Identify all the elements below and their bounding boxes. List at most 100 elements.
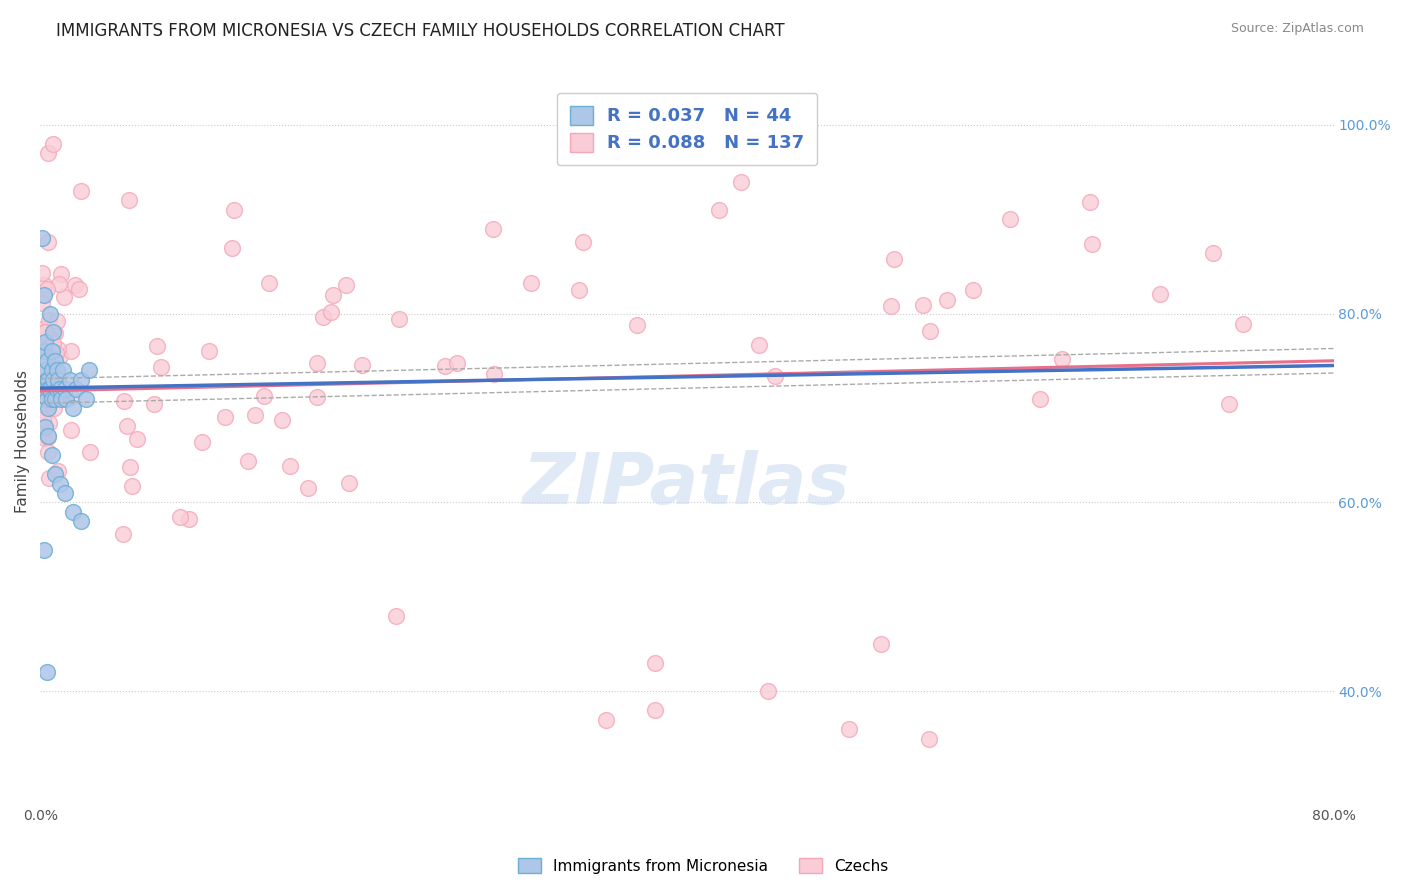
Point bbox=[243, 408, 266, 422]
Point bbox=[1078, 194, 1101, 209]
Point bbox=[46, 342, 69, 356]
Point bbox=[322, 287, 344, 301]
Point bbox=[38, 312, 60, 326]
Point bbox=[42, 136, 65, 151]
Point bbox=[35, 380, 58, 394]
Point bbox=[60, 344, 83, 359]
Point bbox=[37, 364, 59, 378]
Point bbox=[44, 392, 66, 406]
Point bbox=[31, 358, 53, 372]
Point bbox=[385, 608, 408, 623]
Point bbox=[350, 358, 373, 372]
Point bbox=[34, 431, 56, 445]
Point bbox=[918, 324, 941, 338]
Point bbox=[756, 684, 779, 698]
Point bbox=[321, 304, 343, 318]
Point bbox=[730, 175, 752, 189]
Point bbox=[198, 343, 221, 358]
Point bbox=[37, 370, 59, 384]
Point bbox=[595, 713, 617, 727]
Point bbox=[880, 299, 903, 313]
Point bbox=[39, 306, 62, 320]
Point bbox=[1232, 317, 1254, 331]
Point bbox=[763, 368, 786, 383]
Point bbox=[35, 374, 58, 388]
Point bbox=[55, 392, 77, 406]
Point bbox=[44, 401, 66, 416]
Point bbox=[31, 414, 53, 428]
Point bbox=[253, 389, 276, 403]
Point bbox=[44, 353, 66, 368]
Point bbox=[69, 514, 91, 528]
Point bbox=[1202, 246, 1225, 260]
Point bbox=[35, 367, 58, 381]
Point bbox=[48, 277, 70, 291]
Point bbox=[434, 359, 457, 373]
Point bbox=[42, 326, 65, 340]
Point bbox=[32, 412, 55, 426]
Point bbox=[39, 379, 62, 393]
Point bbox=[38, 416, 60, 430]
Legend: R = 0.037   N = 44, R = 0.088   N = 137: R = 0.037 N = 44, R = 0.088 N = 137 bbox=[557, 93, 817, 165]
Point bbox=[278, 459, 301, 474]
Point bbox=[35, 373, 58, 387]
Point bbox=[644, 656, 666, 670]
Point bbox=[32, 340, 55, 354]
Point bbox=[62, 401, 84, 415]
Point bbox=[49, 476, 72, 491]
Point bbox=[35, 392, 58, 406]
Point bbox=[709, 202, 731, 217]
Point bbox=[49, 382, 72, 396]
Point bbox=[45, 389, 67, 403]
Point bbox=[39, 334, 62, 349]
Point bbox=[112, 526, 135, 541]
Point bbox=[32, 542, 55, 557]
Point bbox=[1149, 286, 1171, 301]
Point bbox=[224, 202, 246, 217]
Point bbox=[297, 481, 319, 495]
Point bbox=[37, 146, 59, 161]
Point bbox=[41, 392, 63, 406]
Point bbox=[238, 453, 260, 467]
Point bbox=[37, 341, 59, 355]
Point bbox=[41, 448, 63, 462]
Point bbox=[307, 391, 329, 405]
Point bbox=[190, 434, 212, 449]
Point bbox=[748, 338, 770, 352]
Point bbox=[838, 722, 860, 736]
Point bbox=[63, 278, 86, 293]
Point bbox=[52, 290, 75, 304]
Point bbox=[337, 476, 360, 491]
Point bbox=[39, 374, 62, 388]
Point bbox=[41, 344, 63, 359]
Point bbox=[37, 373, 59, 387]
Point bbox=[962, 283, 984, 297]
Point bbox=[37, 429, 59, 443]
Point bbox=[118, 460, 141, 475]
Point bbox=[146, 339, 169, 353]
Point bbox=[912, 298, 935, 312]
Point bbox=[41, 357, 63, 371]
Point bbox=[37, 382, 59, 396]
Point bbox=[118, 193, 141, 207]
Point bbox=[1050, 351, 1073, 366]
Point bbox=[60, 423, 83, 437]
Point bbox=[31, 231, 53, 245]
Legend: Immigrants from Micronesia, Czechs: Immigrants from Micronesia, Czechs bbox=[512, 852, 894, 880]
Point bbox=[37, 282, 59, 296]
Point bbox=[39, 382, 62, 396]
Point bbox=[77, 363, 100, 377]
Point bbox=[44, 368, 66, 383]
Point bbox=[936, 293, 959, 308]
Point bbox=[38, 368, 60, 383]
Point bbox=[39, 376, 62, 390]
Point bbox=[45, 346, 67, 360]
Point bbox=[307, 356, 329, 370]
Point bbox=[482, 221, 505, 235]
Point bbox=[142, 397, 165, 411]
Point bbox=[39, 395, 62, 409]
Point bbox=[31, 379, 53, 393]
Point bbox=[37, 235, 59, 249]
Point bbox=[35, 384, 58, 399]
Point bbox=[34, 334, 56, 349]
